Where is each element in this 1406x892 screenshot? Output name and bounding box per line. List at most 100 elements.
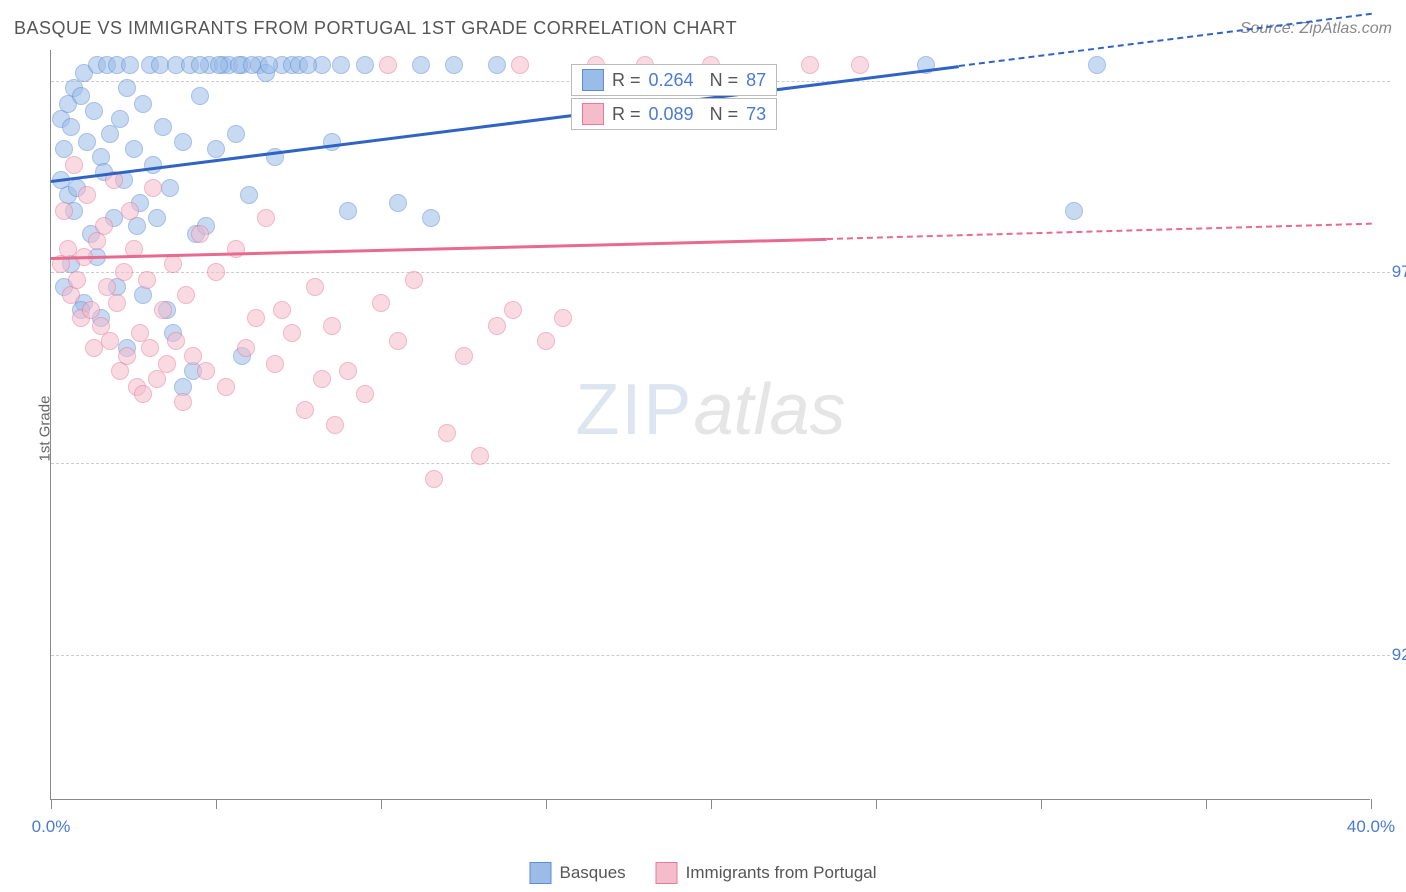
scatter-point-portugal xyxy=(237,339,255,357)
scatter-point-portugal xyxy=(537,332,555,350)
scatter-point-portugal xyxy=(306,278,324,296)
x-tick-label: 40.0% xyxy=(1347,817,1395,837)
scatter-point-portugal xyxy=(313,370,331,388)
legend-swatch xyxy=(582,69,604,91)
stats-box-portugal: R = 0.089 N = 73 xyxy=(571,98,777,130)
scatter-point-portugal xyxy=(425,470,443,488)
scatter-point-basques xyxy=(72,87,90,105)
scatter-point-basques xyxy=(422,209,440,227)
scatter-point-portugal xyxy=(138,271,156,289)
scatter-point-basques xyxy=(85,102,103,120)
scatter-point-portugal xyxy=(372,294,390,312)
scatter-point-basques xyxy=(1065,202,1083,220)
legend-item-portugal: Immigrants from Portugal xyxy=(656,862,877,884)
scatter-point-portugal xyxy=(65,156,83,174)
scatter-point-basques xyxy=(111,110,129,128)
scatter-point-basques xyxy=(128,217,146,235)
scatter-point-portugal xyxy=(356,385,374,403)
scatter-point-portugal xyxy=(62,286,80,304)
scatter-point-basques xyxy=(445,56,463,74)
scatter-point-portugal xyxy=(101,332,119,350)
r-label: R = xyxy=(612,70,641,91)
scatter-point-portugal xyxy=(184,347,202,365)
scatter-point-portugal xyxy=(207,263,225,281)
scatter-point-portugal xyxy=(121,202,139,220)
scatter-point-portugal xyxy=(164,255,182,273)
scatter-point-basques xyxy=(174,133,192,151)
scatter-point-portugal xyxy=(158,355,176,373)
scatter-point-basques xyxy=(125,140,143,158)
scatter-point-portugal xyxy=(191,225,209,243)
watermark-atlas: atlas xyxy=(693,370,845,450)
y-tick-label: 97.5% xyxy=(1392,262,1406,282)
scatter-point-portugal xyxy=(455,347,473,365)
scatter-point-basques xyxy=(161,179,179,197)
scatter-point-portugal xyxy=(167,332,185,350)
scatter-point-basques xyxy=(207,140,225,158)
gridline xyxy=(51,655,1390,656)
chart-title: BASQUE VS IMMIGRANTS FROM PORTUGAL 1ST G… xyxy=(14,18,737,39)
scatter-point-basques xyxy=(78,133,96,151)
scatter-point-portugal xyxy=(108,294,126,312)
scatter-point-portugal xyxy=(115,263,133,281)
x-tick xyxy=(216,799,217,809)
scatter-point-basques xyxy=(118,79,136,97)
scatter-point-basques xyxy=(154,118,172,136)
watermark: ZIPatlas xyxy=(575,369,845,451)
scatter-point-portugal xyxy=(273,301,291,319)
scatter-point-portugal xyxy=(174,393,192,411)
scatter-point-portugal xyxy=(144,179,162,197)
scatter-point-basques xyxy=(240,186,258,204)
scatter-point-basques xyxy=(134,95,152,113)
scatter-point-portugal xyxy=(851,56,869,74)
scatter-point-portugal xyxy=(504,301,522,319)
watermark-zip: ZIP xyxy=(575,370,693,450)
scatter-point-basques xyxy=(389,194,407,212)
scatter-point-portugal xyxy=(488,317,506,335)
x-tick xyxy=(51,799,52,809)
x-tick xyxy=(1371,799,1372,809)
scatter-point-portugal xyxy=(111,362,129,380)
scatter-point-basques xyxy=(1088,56,1106,74)
legend-swatch xyxy=(656,862,678,884)
n-label: N = xyxy=(710,104,739,125)
r-label: R = xyxy=(612,104,641,125)
scatter-point-portugal xyxy=(177,286,195,304)
scatter-point-portugal xyxy=(141,339,159,357)
stats-box-basques: R =0.264N =87 xyxy=(571,64,777,96)
scatter-point-portugal xyxy=(326,416,344,434)
scatter-point-portugal xyxy=(266,355,284,373)
scatter-point-basques xyxy=(191,87,209,105)
scatter-point-portugal xyxy=(389,332,407,350)
scatter-point-basques xyxy=(412,56,430,74)
scatter-point-portugal xyxy=(296,401,314,419)
legend-label: Immigrants from Portugal xyxy=(686,863,877,883)
trend-line xyxy=(51,237,827,259)
scatter-point-portugal xyxy=(438,424,456,442)
n-value: 87 xyxy=(746,70,766,91)
scatter-point-portugal xyxy=(257,209,275,227)
scatter-point-basques xyxy=(260,56,278,74)
x-tick xyxy=(546,799,547,809)
scatter-point-portugal xyxy=(379,56,397,74)
scatter-point-basques xyxy=(356,56,374,74)
scatter-point-portugal xyxy=(118,347,136,365)
y-tick-label: 92.5% xyxy=(1392,645,1406,665)
scatter-point-portugal xyxy=(339,362,357,380)
scatter-point-portugal xyxy=(554,309,572,327)
scatter-point-basques xyxy=(121,56,139,74)
x-tick xyxy=(711,799,712,809)
trend-line xyxy=(51,65,959,183)
scatter-point-portugal xyxy=(217,378,235,396)
x-tick xyxy=(1206,799,1207,809)
scatter-point-portugal xyxy=(471,447,489,465)
scatter-point-basques xyxy=(488,56,506,74)
scatter-point-basques xyxy=(332,56,350,74)
scatter-point-basques xyxy=(134,286,152,304)
legend-swatch xyxy=(529,862,551,884)
plot-area: ZIPatlas 92.5%97.5%0.0%40.0%R =0.264N =8… xyxy=(50,50,1370,800)
n-value: 73 xyxy=(746,104,766,125)
r-value: 0.089 xyxy=(649,104,694,125)
gridline xyxy=(51,463,1390,464)
scatter-point-portugal xyxy=(68,271,86,289)
